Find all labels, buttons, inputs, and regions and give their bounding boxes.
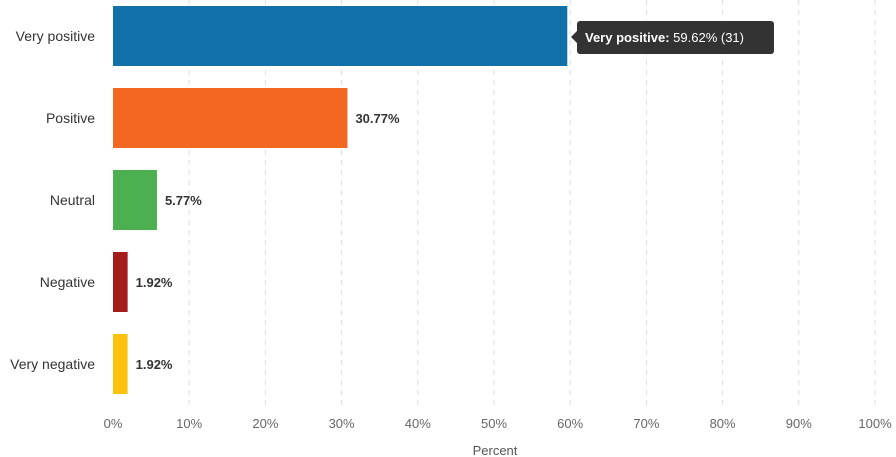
- x-tick-label: 80%: [710, 416, 736, 431]
- category-label: Neutral: [50, 192, 95, 208]
- x-axis-ticks: 0% 10% 20% 30% 40% 50% 60% 70% 80% 90% 100%: [104, 416, 892, 431]
- x-tick-label: 20%: [252, 416, 278, 431]
- data-label: 30.77%: [355, 111, 400, 126]
- x-tick-label: 40%: [405, 416, 431, 431]
- bar-layer: [113, 6, 568, 394]
- bar[interactable]: [113, 88, 348, 148]
- bar[interactable]: [113, 6, 568, 66]
- category-label: Very positive: [16, 28, 96, 44]
- bar[interactable]: [113, 334, 128, 394]
- x-tick-label: 70%: [633, 416, 659, 431]
- tooltip: Very positive: 59.62% (31): [571, 21, 774, 54]
- x-tick-label: 100%: [858, 416, 892, 431]
- category-label: Negative: [40, 274, 95, 290]
- x-tick-label: 60%: [557, 416, 583, 431]
- tooltip-pointer: [571, 31, 577, 43]
- x-tick-label: 10%: [176, 416, 202, 431]
- tooltip-value: 59.62% (31): [673, 30, 744, 45]
- data-label: 1.92%: [136, 357, 173, 372]
- x-tick-label: 50%: [481, 416, 507, 431]
- grid-layer: [188, 0, 876, 410]
- label-layer: Very positive Positive 30.77% Neutral 5.77% N…: [10, 28, 400, 372]
- x-axis-title: Percent: [473, 443, 518, 457]
- bar[interactable]: [113, 170, 157, 230]
- x-tick-label: 0%: [104, 416, 123, 431]
- data-label: 5.77%: [165, 193, 202, 208]
- x-tick-label: 90%: [786, 416, 812, 431]
- data-label: 1.92%: [136, 275, 173, 290]
- tooltip-category: Very positive:: [585, 30, 670, 45]
- category-label: Positive: [46, 110, 95, 126]
- bar[interactable]: [113, 252, 128, 312]
- category-label: Very negative: [10, 356, 95, 372]
- x-tick-label: 30%: [329, 416, 355, 431]
- tooltip-box: [577, 21, 774, 54]
- tooltip-text: Very positive: 59.62% (31): [585, 30, 744, 45]
